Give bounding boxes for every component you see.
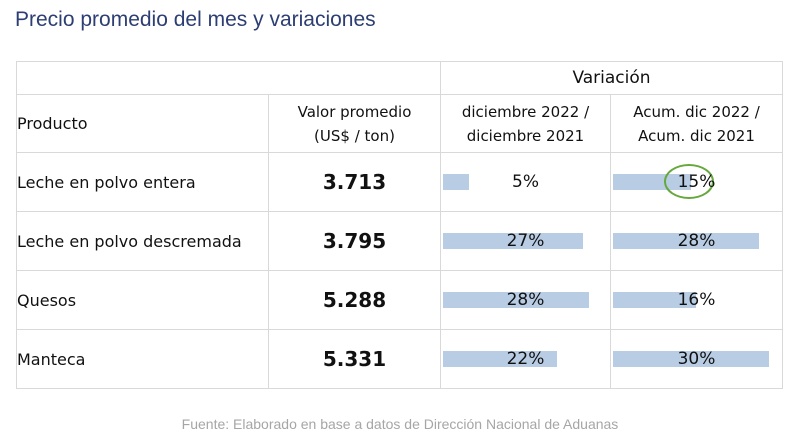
variation-monthly-value: 5% — [512, 172, 539, 192]
variation-accum-value: 30% — [677, 349, 716, 369]
variation-monthly-value: 27% — [506, 231, 545, 251]
variation-accum-value: 15% — [677, 172, 716, 192]
variation-accum-cell: 30% — [609, 329, 784, 389]
variation-monthly-header-line2: diciembre 2021 — [466, 126, 585, 145]
variation-accum-column-header: Acum. dic 2022 / Acum. dic 2021 — [609, 94, 784, 153]
variation-accum-bar — [613, 233, 759, 249]
variation-monthly-header-line1: diciembre 2022 / — [461, 102, 590, 121]
variation-monthly-bar — [443, 174, 469, 190]
avg-price-header-line2: (US$ / ton) — [314, 126, 395, 145]
variation-accum-cell: 28% — [609, 211, 784, 271]
highlight-circle — [664, 164, 714, 199]
variation-monthly-value: 22% — [506, 349, 545, 369]
product-name: Manteca — [16, 329, 269, 389]
avg-price-value: 5.331 — [268, 329, 441, 389]
table-row: Leche en polvo descremada 3.795 27% 28% — [16, 211, 784, 271]
variation-accum-cell: 15% — [609, 152, 784, 212]
product-name: Quesos — [16, 270, 269, 330]
variation-accum-bar — [613, 351, 769, 367]
page-title: Precio promedio del mes y variaciones — [15, 8, 376, 31]
avg-price-header-line1: Valor promedio — [297, 102, 412, 121]
variation-monthly-bar — [443, 351, 557, 367]
empty-header-cell — [16, 61, 441, 95]
avg-price-column-header: Valor promedio (US$ / ton) — [268, 94, 441, 153]
variation-accum-cell: 16% — [609, 270, 784, 330]
product-name: Leche en polvo entera — [16, 152, 269, 212]
avg-price-value: 3.795 — [268, 211, 441, 271]
table-row: Manteca 5.331 22% 30% — [16, 329, 784, 389]
variation-accum-bar — [613, 292, 696, 308]
variation-monthly-cell: 22% — [440, 329, 611, 389]
variation-monthly-cell: 27% — [440, 211, 611, 271]
variation-accum-header-line2: Acum. dic 2021 — [638, 126, 755, 145]
variation-monthly-bar — [443, 292, 589, 308]
table-row: Leche en polvo entera 3.713 5% 15% — [16, 152, 784, 212]
table-row: Quesos 5.288 28% 16% — [16, 270, 784, 330]
variation-monthly-column-header: diciembre 2022 / diciembre 2021 — [440, 94, 611, 153]
product-column-header: Producto — [16, 94, 269, 153]
avg-price-value: 5.288 — [268, 270, 441, 330]
variation-accum-header-line1: Acum. dic 2022 / — [633, 102, 760, 121]
price-table: Variación Producto Valor promedio (US$ /… — [16, 61, 784, 389]
variation-accum-value: 16% — [677, 290, 716, 310]
variation-monthly-cell: 28% — [440, 270, 611, 330]
source-note: Fuente: Elaborado en base a datos de Dir… — [181, 416, 619, 432]
variation-accum-value: 28% — [677, 231, 716, 251]
variation-monthly-value: 28% — [506, 290, 545, 310]
table-top-header-row: Variación — [16, 61, 784, 95]
variation-header: Variación — [439, 61, 784, 95]
variation-monthly-bar — [443, 233, 583, 249]
avg-price-value: 3.713 — [268, 152, 441, 212]
product-name: Leche en polvo descremada — [16, 211, 269, 271]
variation-monthly-cell: 5% — [440, 152, 611, 212]
table-header-row: Producto Valor promedio (US$ / ton) dici… — [16, 94, 784, 153]
